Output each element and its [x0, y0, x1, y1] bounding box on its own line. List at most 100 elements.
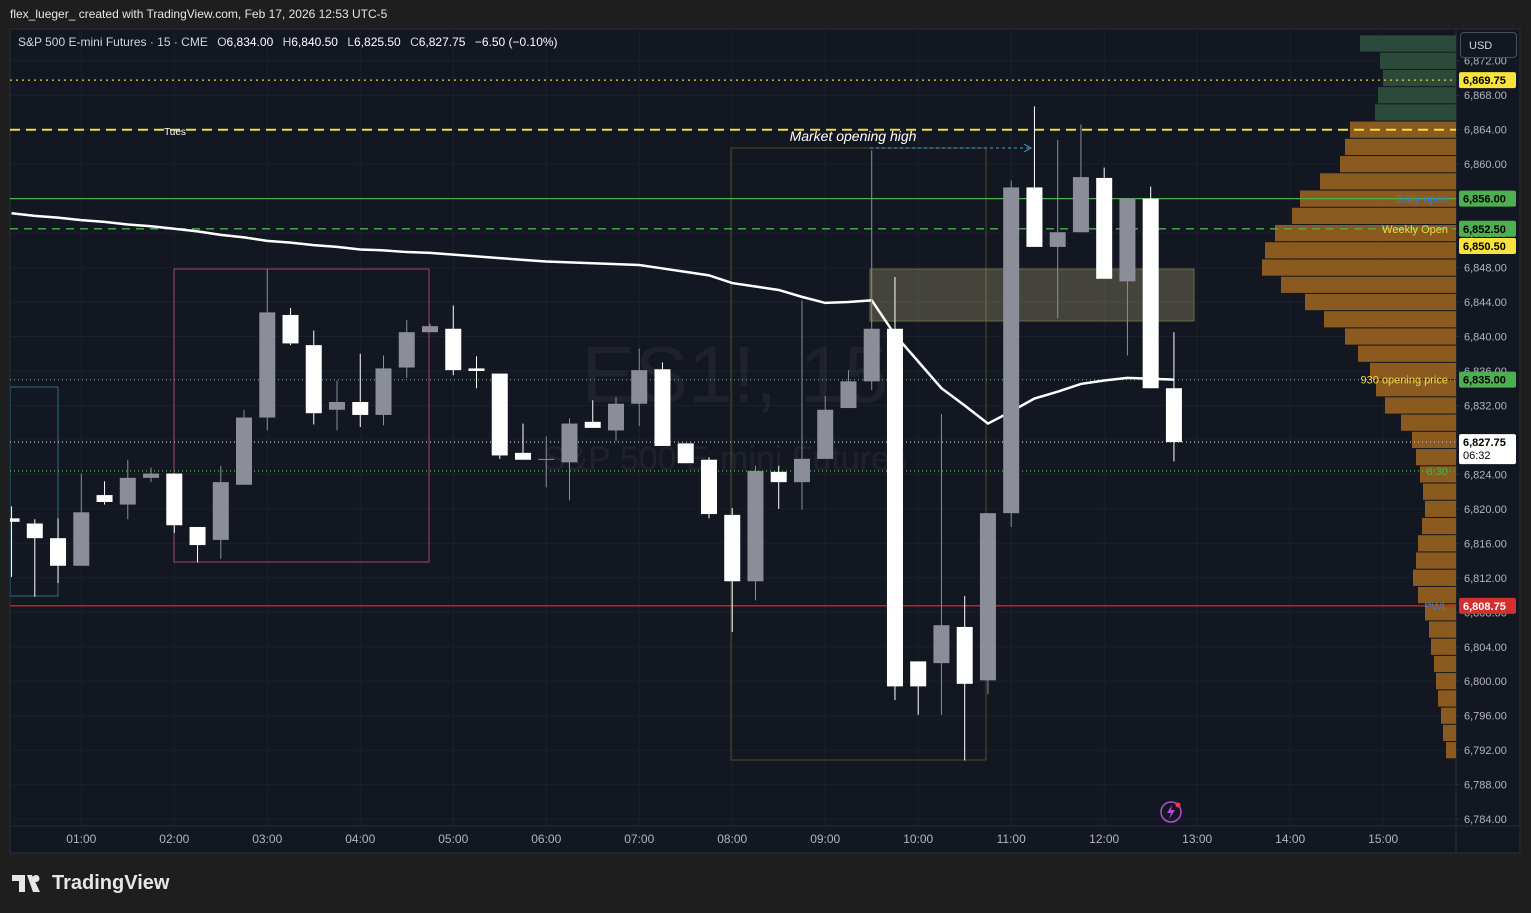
watermark-name: S&P 500 E-mini Futures: [543, 440, 907, 478]
footer-logo: TradingView: [12, 872, 169, 895]
price-label-box: [1459, 238, 1516, 255]
y-tick-label: 6,860.00: [1464, 159, 1507, 171]
volume-bar: [1436, 673, 1456, 690]
level-name: Weekly Open: [1382, 224, 1448, 236]
candle-body: [26, 523, 43, 539]
volume-bar: [1378, 87, 1456, 104]
candle-body: [1165, 388, 1182, 443]
price-label-box: [1459, 434, 1516, 465]
y-tick-label: 6,784.00: [1464, 814, 1507, 826]
legend-key: H: [282, 35, 292, 49]
volume-bar: [1425, 604, 1456, 621]
price-label: 6,856.00: [1463, 194, 1506, 206]
volume-bar: [1418, 586, 1456, 604]
candle-body: [933, 625, 950, 664]
range-box: [173, 268, 430, 563]
volume-bar: [1434, 655, 1456, 673]
x-tick-label: 05:00: [438, 832, 468, 846]
volume-bar: [1358, 345, 1456, 362]
candle-body: [398, 332, 415, 368]
volume-bar: [1385, 397, 1456, 414]
volume-bar: [1446, 742, 1456, 759]
x-tick-label: 06:00: [531, 832, 561, 846]
y-tick-label: 6,824.00: [1464, 469, 1507, 481]
y-tick-label: 6,840.00: [1464, 332, 1507, 344]
volume-bar: [1423, 483, 1456, 500]
y-tick-label: 6,804.00: [1464, 642, 1507, 654]
legend-key: C: [410, 35, 419, 49]
candle-body: [1026, 187, 1043, 247]
legend-change: −6.50 (−0.10%): [474, 35, 558, 49]
volume-bar: [1262, 259, 1456, 276]
candle-body: [910, 661, 927, 687]
candle-body: [1003, 187, 1020, 514]
volume-bar: [1376, 380, 1456, 397]
countdown: 06:32: [1463, 450, 1491, 462]
y-tick-label: 6,796.00: [1464, 711, 1507, 723]
x-tick-label: 07:00: [624, 832, 654, 846]
volume-bar: [1418, 535, 1456, 552]
y-tick-label: 6,788.00: [1464, 780, 1507, 792]
volume-bar: [1340, 156, 1456, 173]
candle-body: [73, 512, 90, 566]
y-tick-label: 6,832.00: [1464, 400, 1507, 412]
x-tick-label: 15:00: [1368, 832, 1398, 846]
x-tick-label: 01:00: [66, 832, 96, 846]
level-name: 930 opening price: [1361, 375, 1448, 387]
candle-body: [724, 514, 741, 582]
candle-body: [50, 538, 67, 566]
price-label-box: [1459, 597, 1516, 614]
y-tick-label: 6,792.00: [1464, 745, 1507, 757]
volume-bar: [1383, 69, 1456, 87]
volume-bar: [1345, 138, 1456, 156]
volume-bar: [1281, 276, 1456, 293]
volume-bar: [1443, 724, 1456, 742]
y-tick-label: 6,816.00: [1464, 538, 1507, 550]
x-tick-label: 12:00: [1089, 832, 1119, 846]
x-tick-label: 03:00: [252, 832, 282, 846]
volume-bar: [1401, 414, 1456, 431]
candle-body: [700, 459, 717, 515]
range-box: [10, 386, 59, 597]
price-label-box: [1459, 72, 1516, 89]
volume-bar: [1360, 35, 1456, 52]
candle-body: [166, 473, 183, 526]
y-tick-label: 6,868.00: [1464, 90, 1507, 102]
y-tick-label: 6,864.00: [1464, 125, 1507, 137]
candle-body: [584, 421, 601, 428]
price-label: 6,850.50: [1463, 241, 1506, 253]
candle-body: [282, 314, 299, 344]
volume-bar: [1345, 328, 1456, 345]
candle-body: [10, 518, 20, 522]
price-label: 6,852.50: [1463, 224, 1506, 236]
x-tick-label: 13:00: [1182, 832, 1212, 846]
volume-bar: [1416, 552, 1456, 569]
annotation: Tues: [164, 127, 186, 138]
volume-bar: [1324, 311, 1456, 328]
volume-bar: [1429, 621, 1456, 638]
ema-line: [11, 212, 1174, 426]
annotation: Market opening high: [790, 128, 917, 144]
price-label-box: [1459, 220, 1516, 237]
legend-key: L: [347, 35, 355, 49]
x-tick-label: 11:00: [997, 832, 1026, 846]
level-name: Daily open: [1396, 194, 1448, 206]
volume-bar: [1292, 207, 1456, 224]
logo-mark: [12, 874, 40, 892]
candle-body: [817, 409, 834, 459]
candle-body: [143, 473, 160, 478]
volume-bar: [1431, 638, 1456, 655]
volume-bar: [1425, 500, 1456, 517]
y-tick-label: 6,812.00: [1464, 573, 1507, 585]
candle-body: [329, 402, 346, 410]
volume-bar: [1441, 707, 1456, 724]
volume-bar: [1413, 569, 1456, 586]
currency-button[interactable]: USD: [1460, 32, 1517, 58]
candle-body: [1142, 198, 1159, 389]
volume-bar: [1305, 293, 1456, 311]
alert-icon[interactable]: [1160, 801, 1182, 823]
volume-bar: [1380, 52, 1456, 69]
candle-body: [119, 477, 136, 505]
candle-body: [979, 513, 996, 681]
